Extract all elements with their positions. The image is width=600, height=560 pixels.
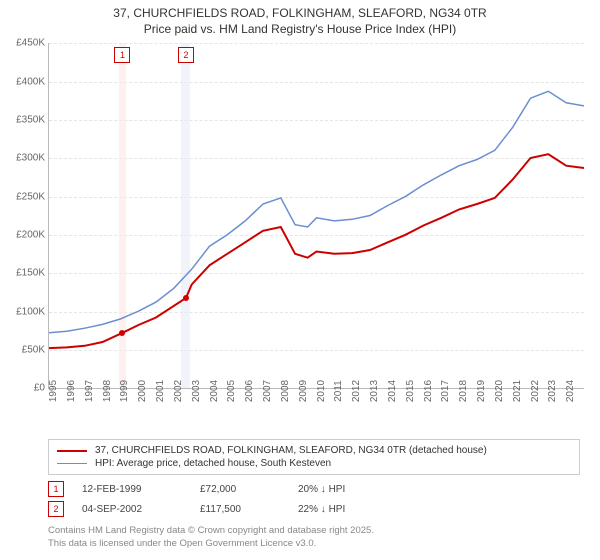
- event-marker-box: 2: [178, 47, 194, 63]
- y-tick-label: £350K: [16, 114, 49, 125]
- legend-swatch: [57, 450, 87, 452]
- attribution-line2: This data is licensed under the Open Gov…: [48, 538, 580, 550]
- y-tick-label: £200K: [16, 229, 49, 240]
- events-table: 1 12-FEB-1999 £72,000 20% ↓ HPI 2 04-SEP-2002…: [48, 479, 580, 519]
- event-price: £72,000: [200, 484, 280, 495]
- y-tick-label: £300K: [16, 153, 49, 164]
- event-row: 2 04-SEP-2002 £117,500 22% ↓ HPI: [48, 499, 580, 519]
- attribution-line1: Contains HM Land Registry data © Crown c…: [48, 525, 580, 537]
- event-marker-box: 1: [114, 47, 130, 63]
- legend-item: 37, CHURCHFIELDS ROAD, FOLKINGHAM, SLEAF…: [57, 444, 571, 457]
- chart-title: 37, CHURCHFIELDS ROAD, FOLKINGHAM, SLEAF…: [0, 0, 600, 37]
- y-tick-label: £50K: [22, 344, 49, 355]
- event-number-box: 1: [48, 481, 64, 497]
- series-price_paid: [49, 154, 584, 348]
- title-line2: Price paid vs. HM Land Registry's House …: [0, 22, 600, 38]
- event-delta: 20% ↓ HPI: [298, 484, 388, 495]
- attribution-text: Contains HM Land Registry data © Crown c…: [48, 525, 580, 550]
- event-date: 04-SEP-2002: [82, 504, 182, 515]
- legend-label: HPI: Average price, detached house, Sout…: [95, 458, 331, 469]
- x-axis-ticks: 1995199619971998199920002001200220032004…: [48, 389, 583, 437]
- y-tick-label: £100K: [16, 306, 49, 317]
- event-marker-dot: [183, 295, 189, 301]
- chart-lines-svg: [49, 43, 584, 388]
- y-tick-label: £400K: [16, 76, 49, 87]
- y-tick-label: £150K: [16, 268, 49, 279]
- event-number-box: 2: [48, 501, 64, 517]
- event-marker-dot: [119, 330, 125, 336]
- y-tick-label: £450K: [16, 38, 49, 49]
- event-price: £117,500: [200, 504, 280, 515]
- event-date: 12-FEB-1999: [82, 484, 182, 495]
- chart-plot-area: £0£50K£100K£150K£200K£250K£300K£350K£400…: [48, 43, 584, 389]
- title-line1: 37, CHURCHFIELDS ROAD, FOLKINGHAM, SLEAF…: [0, 6, 600, 22]
- event-row: 1 12-FEB-1999 £72,000 20% ↓ HPI: [48, 479, 580, 499]
- legend-swatch: [57, 463, 87, 465]
- y-tick-label: £250K: [16, 191, 49, 202]
- legend-label: 37, CHURCHFIELDS ROAD, FOLKINGHAM, SLEAF…: [95, 445, 487, 456]
- y-tick-label: £0: [34, 383, 49, 394]
- event-delta: 22% ↓ HPI: [298, 504, 388, 515]
- legend-box: 37, CHURCHFIELDS ROAD, FOLKINGHAM, SLEAF…: [48, 439, 580, 475]
- series-hpi: [49, 91, 584, 332]
- legend-item: HPI: Average price, detached house, Sout…: [57, 457, 571, 470]
